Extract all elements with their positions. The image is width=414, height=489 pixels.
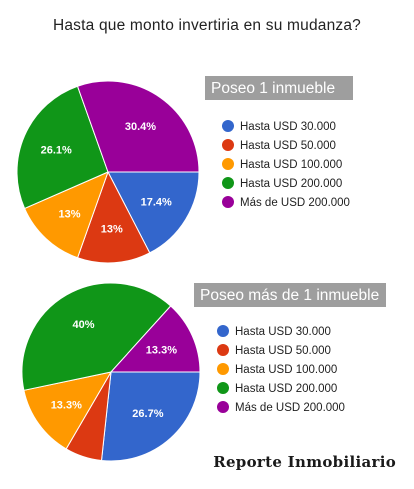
chart-title: Poseo más de 1 inmueble (200, 287, 379, 304)
legend-entry: Más de USD 200.000 (240, 197, 350, 209)
legend-marker (222, 139, 234, 151)
legend-marker (222, 177, 234, 189)
pie-chart-2: 26.7% 13.3% 40% 13.3% Poseo más de 1 inmuebl… (21, 282, 386, 462)
legend-marker (222, 196, 234, 208)
pie-slice (107, 171, 200, 254)
pie-slice (76, 170, 151, 264)
legend: Hasta USD 30.000 Hasta USD 50.000 Hasta US… (217, 325, 345, 414)
slice-label: 13% (58, 208, 80, 220)
figure-title: Hasta que monto invertiria en su mudanza… (52, 17, 362, 34)
chart-title-background (194, 283, 386, 307)
pie-slice (23, 371, 112, 450)
legend-marker (217, 325, 229, 337)
pie-slice (16, 85, 109, 210)
pie-slice (109, 305, 201, 373)
slice-label: 13.3% (51, 399, 82, 411)
legend-marker (222, 120, 234, 132)
legend-entry: Hasta USD 30.000 (240, 121, 336, 133)
pie-slice (23, 171, 109, 259)
legend-marker (217, 382, 229, 394)
slice-label: 17.4% (141, 196, 172, 208)
slice-label: 40% (72, 319, 94, 331)
legend-marker (217, 344, 229, 356)
pie-slice (100, 371, 201, 462)
legend-entry: Más de USD 200.000 (235, 402, 345, 414)
slice-label: 26.7% (132, 408, 163, 420)
legend-entry: Hasta USD 100.000 (240, 159, 342, 171)
legend-marker (222, 158, 234, 170)
pie-chart-1: 17.4% 13% 13% 26.1% 30.4% Poseo 1 inmueble Has… (16, 76, 353, 264)
legend: Hasta USD 30.000 Hasta USD 50.000 Hasta US… (222, 120, 350, 209)
legend-entry: Hasta USD 200.000 (240, 178, 342, 190)
chart-title-background (205, 76, 353, 100)
slice-label: 30.4% (125, 121, 156, 133)
slice-label: 13% (101, 223, 123, 235)
watermark-logo: Reporte Inmobiliario (213, 453, 396, 471)
legend-entry: Hasta USD 50.000 (235, 345, 331, 357)
legend-entry: Hasta USD 30.000 (235, 326, 331, 338)
legend-entry: Hasta USD 200.000 (235, 383, 337, 395)
slice-label: 13.3% (146, 345, 177, 357)
legend-entry: Hasta USD 50.000 (240, 140, 336, 152)
pie-slice (76, 80, 200, 173)
legend-marker (217, 363, 229, 375)
slice-label: 26.1% (41, 145, 72, 157)
chart-title: Poseo 1 inmueble (211, 80, 335, 97)
legend-marker (217, 401, 229, 413)
pie-slice (21, 282, 172, 391)
legend-entry: Hasta USD 100.000 (235, 364, 337, 376)
